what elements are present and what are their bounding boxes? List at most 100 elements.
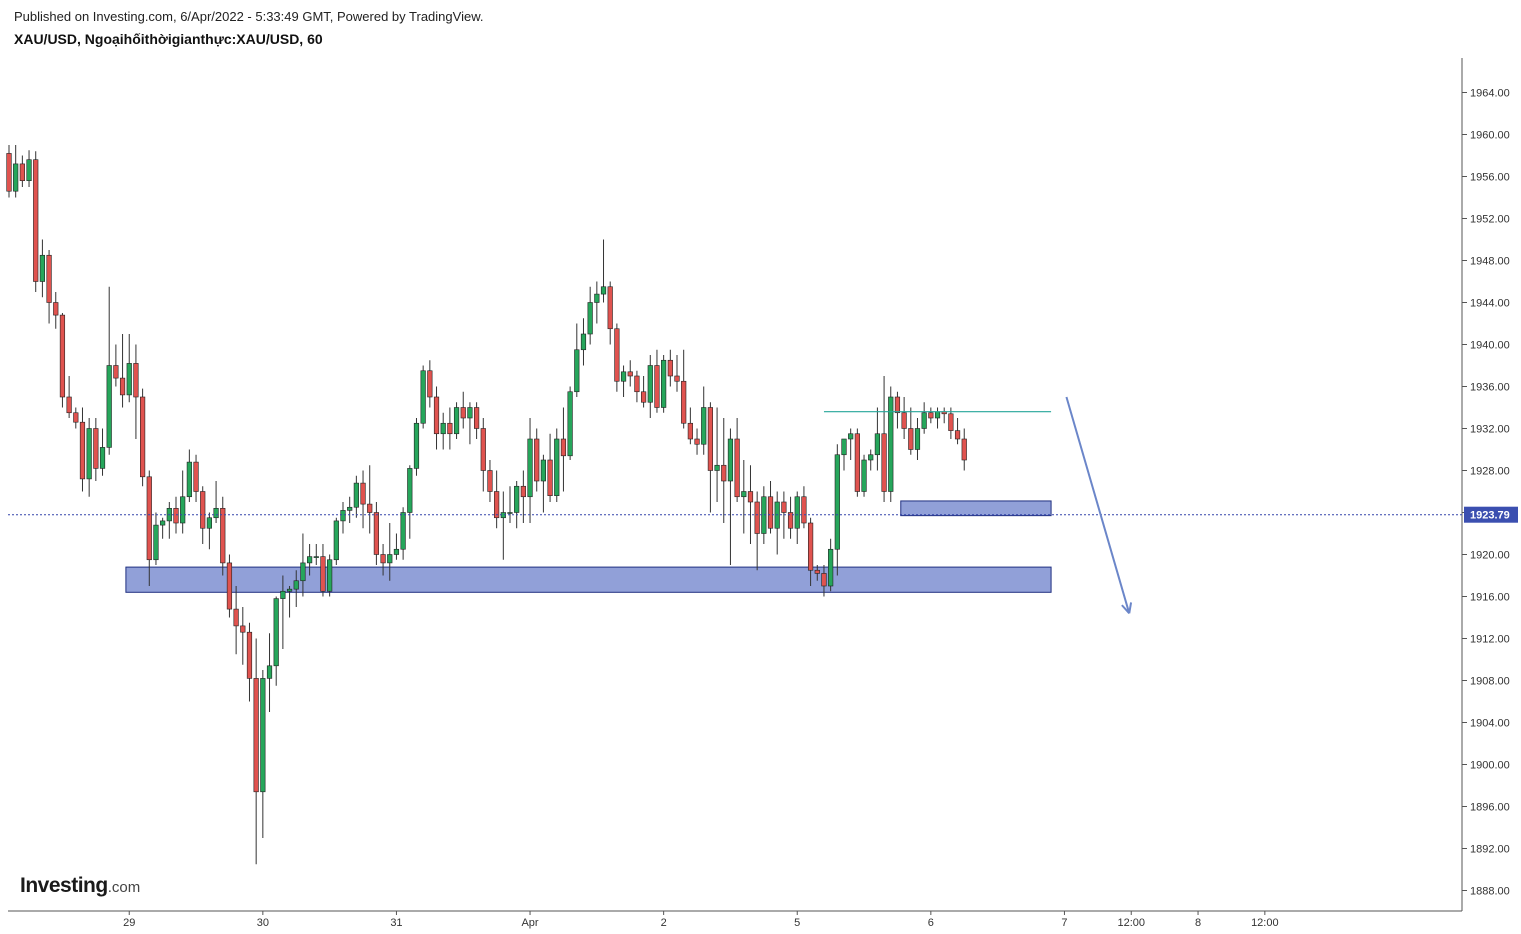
investing-logo[interactable]: Investing.com <box>20 874 140 898</box>
candle <box>594 281 600 324</box>
price-tick-label: 1900.00 <box>1470 760 1510 772</box>
price-tick-label: 1940.00 <box>1470 340 1510 352</box>
symbol-title: XAU/USD, Ngoạihốithờigianthực:XAU/USD, 6… <box>14 31 323 47</box>
candle-body <box>834 454 840 550</box>
candle-body <box>781 501 787 513</box>
candle <box>266 633 273 712</box>
candle-body <box>861 459 867 492</box>
candle-body <box>667 359 673 377</box>
candle <box>614 323 620 392</box>
candle <box>587 286 593 345</box>
candle <box>453 402 460 439</box>
candle <box>340 502 346 534</box>
candle <box>701 386 707 455</box>
current-price-badge <box>1464 506 1518 523</box>
candle <box>554 428 560 502</box>
candle-body <box>353 482 359 508</box>
candle-body <box>260 678 266 793</box>
candle <box>948 407 954 439</box>
candle <box>774 491 780 555</box>
forecast-arrow-head-1 <box>1128 602 1133 614</box>
candle-body <box>473 407 480 429</box>
candle-body <box>814 569 820 574</box>
candle-body <box>119 377 126 396</box>
price-tick-label: 1892.00 <box>1470 844 1510 856</box>
candle-body <box>79 421 86 480</box>
price-tick-label: 1956.00 <box>1470 172 1510 184</box>
candle <box>433 386 440 450</box>
candle <box>661 355 667 413</box>
candle <box>99 428 106 476</box>
current-price-label: 1923.79 <box>1470 510 1510 522</box>
candle-body <box>727 438 734 482</box>
candle <box>200 486 206 544</box>
time-tick-label: 5 <box>794 917 800 929</box>
candle <box>327 554 333 597</box>
candle <box>280 575 286 649</box>
candle-body <box>460 407 466 419</box>
candle <box>928 407 934 424</box>
time-tick-label: 30 <box>257 917 269 929</box>
candle-body <box>807 522 814 571</box>
candle-layer <box>6 145 967 865</box>
candle-body <box>487 470 493 492</box>
time-axis: 29 30 31 Apr 2 5 6 7 12:00 8 12:00 <box>123 911 1279 929</box>
candle <box>6 145 12 198</box>
candle <box>494 470 500 529</box>
candle-body <box>407 468 413 513</box>
candle-body <box>567 391 573 457</box>
candle-body <box>841 438 847 456</box>
candle-body <box>66 396 72 414</box>
candle <box>941 407 947 424</box>
candle-body <box>59 314 66 398</box>
candle-body <box>821 573 827 587</box>
candle-body <box>453 407 460 435</box>
candle <box>734 418 740 502</box>
candle <box>888 386 894 502</box>
candle-body <box>574 349 580 393</box>
candle <box>246 622 253 702</box>
candle <box>460 391 466 429</box>
candle-body <box>73 412 79 423</box>
candle-body <box>467 407 473 419</box>
candle-body <box>527 438 533 498</box>
candle <box>767 481 774 534</box>
candle-body <box>253 678 259 793</box>
price-tick-label: 1932.00 <box>1470 424 1510 436</box>
candle-body <box>934 411 941 419</box>
candle-body <box>868 454 874 461</box>
candle <box>420 365 426 429</box>
candle-body <box>99 447 106 469</box>
candle <box>213 481 219 523</box>
candle-body <box>320 556 326 592</box>
candle-body <box>747 491 754 503</box>
candle <box>166 502 172 539</box>
candle-body <box>173 507 179 524</box>
candle-body <box>661 359 667 408</box>
candle-body <box>193 461 199 492</box>
candle <box>787 496 794 539</box>
price-tick-label: 1936.00 <box>1470 382 1510 394</box>
candle-body <box>594 293 600 303</box>
candle <box>507 486 513 523</box>
candle <box>260 670 266 838</box>
time-tick-label: Apr <box>521 917 538 929</box>
candle <box>66 376 72 418</box>
candle <box>413 418 420 476</box>
candle <box>93 418 99 481</box>
candle-body <box>687 422 693 440</box>
candle <box>119 334 126 408</box>
candle <box>727 428 734 565</box>
candle <box>126 334 132 403</box>
time-tick-label: 8 <box>1195 917 1201 929</box>
candle <box>607 281 613 345</box>
candle <box>273 596 279 686</box>
candle-body <box>520 485 526 498</box>
candle <box>961 428 967 471</box>
candle-body <box>240 625 246 633</box>
candle <box>654 349 660 413</box>
candle-body <box>360 482 366 505</box>
candle-body <box>854 433 860 492</box>
candle <box>714 407 720 502</box>
